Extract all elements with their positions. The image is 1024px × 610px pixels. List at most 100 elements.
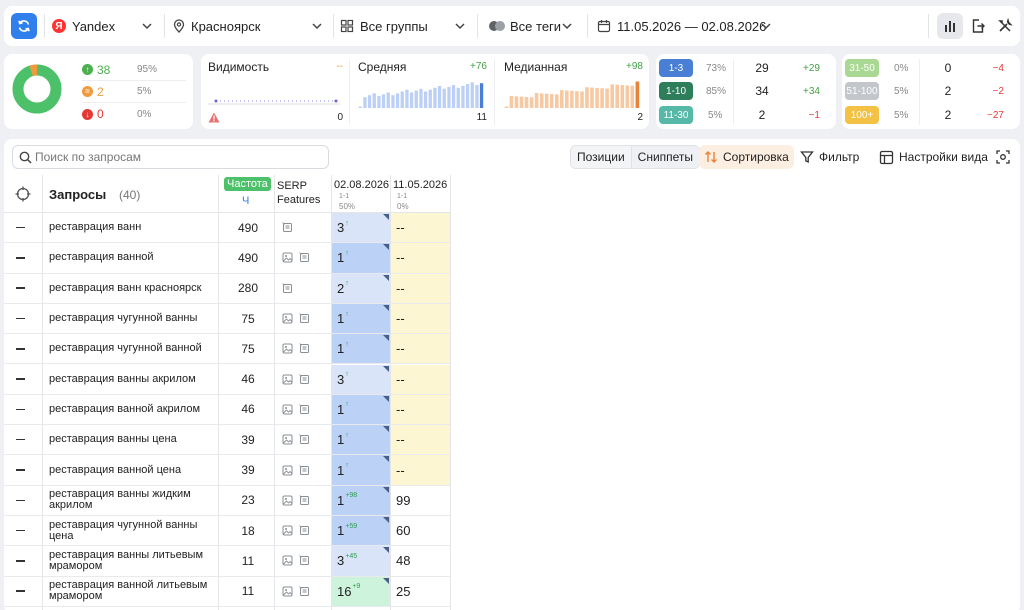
query-text[interactable]: реставрация ванной литьевым мрамором xyxy=(49,579,208,603)
date-header-2[interactable]: 11.05.2026 xyxy=(393,179,448,191)
table-row[interactable]: реставрация ванной цена 39 1 ↑ -- xyxy=(4,455,450,486)
focus-button[interactable] xyxy=(990,145,1020,169)
export-button[interactable] xyxy=(965,13,991,39)
median-position-metric[interactable]: Медианная +98 2 xyxy=(497,54,647,129)
query-text[interactable]: реставрация ванной xyxy=(49,251,154,264)
query-text[interactable]: реставрация ванны жидким акрилом xyxy=(49,488,191,512)
position-previous[interactable]: -- xyxy=(391,394,450,425)
query-text[interactable]: реставрация ванн xyxy=(49,221,142,234)
date-range-select[interactable]: 11.05.2026 — 02.08.2026 xyxy=(597,6,773,46)
query-text[interactable]: реставрация ванны акрилом xyxy=(49,372,196,385)
positions-panel: Поиск по запросам Позиции Сниппеты Сорти… xyxy=(4,139,1020,610)
position-current[interactable]: 3 +45 xyxy=(332,546,390,576)
filter-button[interactable]: Фильтр xyxy=(795,145,864,169)
query-text[interactable]: реставрация ванн красноярск xyxy=(49,281,202,294)
position-previous[interactable]: -- xyxy=(391,455,450,485)
row-toggle-icon[interactable] xyxy=(16,425,28,454)
refresh-button[interactable] xyxy=(11,13,37,39)
engine-select[interactable]: Я Yandex xyxy=(52,6,154,46)
range-row-1-10[interactable]: 1-10 85% 34 +34 xyxy=(656,80,836,102)
table-row[interactable]: реставрация ванны акрилом 46 3 ↑ -- xyxy=(4,364,450,395)
visibility-metric[interactable]: Видимость -- 0 xyxy=(201,54,347,129)
position-previous[interactable]: -- xyxy=(391,243,450,273)
row-toggle-icon[interactable] xyxy=(16,577,28,606)
table-row[interactable]: реставрация ванны цена 39 1 ↑ -- xyxy=(4,425,450,456)
position-previous[interactable]: -- xyxy=(391,303,450,334)
position-previous[interactable]: 25 xyxy=(391,576,450,606)
row-toggle-icon[interactable] xyxy=(16,365,28,394)
position-previous[interactable]: 48 xyxy=(391,546,450,576)
region-select[interactable]: Красноярск xyxy=(172,6,324,46)
position-previous[interactable]: -- xyxy=(391,425,450,455)
query-text[interactable]: реставрация ванны литьевым мрамором xyxy=(49,548,204,572)
chart-view-button[interactable] xyxy=(937,13,963,39)
position-current[interactable]: 1 ↑ xyxy=(332,243,390,273)
sort-button[interactable]: Сортировка xyxy=(699,145,794,169)
position-current[interactable]: 1 ↑ xyxy=(332,394,390,425)
range-row-51-100[interactable]: 51-100 5% 2 −2 xyxy=(842,80,1020,102)
row-toggle-icon[interactable] xyxy=(16,546,28,575)
position-current[interactable]: 1 ↑ xyxy=(332,303,390,334)
position-previous[interactable]: -- xyxy=(391,213,450,243)
row-toggle-icon[interactable] xyxy=(16,304,28,333)
tags-select[interactable]: Все теги xyxy=(488,6,574,46)
row-toggle-icon[interactable] xyxy=(16,516,28,545)
queries-header[interactable]: Запросы xyxy=(49,187,107,202)
average-position-metric[interactable]: Средняя +76 11 xyxy=(351,54,491,129)
position-previous[interactable]: -- xyxy=(391,334,450,364)
row-toggle-icon[interactable] xyxy=(16,395,28,424)
position-current[interactable]: 16 +9 xyxy=(332,576,390,606)
row-toggle-icon[interactable] xyxy=(16,213,28,242)
range-row-31-50[interactable]: 31-50 0% 0 −4 xyxy=(842,57,1020,79)
search-input[interactable]: Поиск по запросам xyxy=(12,145,329,169)
groups-select[interactable]: Все группы xyxy=(340,6,467,46)
range-count: 29 xyxy=(755,61,769,75)
table-row[interactable]: реставрация ванн 490 3 ↑ -- xyxy=(4,213,450,244)
table-row[interactable]: реставрация ванн красноярск 280 2 ↑ -- xyxy=(4,273,450,304)
row-toggle-icon[interactable] xyxy=(16,486,28,515)
query-text[interactable]: реставрация ванной акрилом xyxy=(49,402,201,415)
query-text[interactable]: реставрация чугунной ванны цена xyxy=(49,518,198,542)
table-row[interactable]: реставрация ванны литьевым мрамором 11 3 +4… xyxy=(4,546,450,577)
position-previous[interactable]: -- xyxy=(391,273,450,303)
range-row-100-plus[interactable]: 100+ 5% 2 −27 xyxy=(842,104,1020,126)
position-current[interactable]: 3 ↑ xyxy=(332,364,390,394)
tab-positions[interactable]: Позиции xyxy=(571,146,632,168)
position-previous[interactable]: 60 xyxy=(391,516,450,546)
frequency-badge[interactable]: Частота xyxy=(224,177,271,191)
position-current[interactable]: 2 ↑ xyxy=(332,273,390,303)
position-previous[interactable]: 99 xyxy=(391,485,450,515)
position-current[interactable]: 1 +98 xyxy=(332,485,390,515)
table-row[interactable]: реставрация ванны жидким акрилом 23 1 +98 99 xyxy=(4,485,450,516)
position-current[interactable]: 1 ↑ xyxy=(332,425,390,455)
row-toggle-icon[interactable] xyxy=(16,243,28,272)
table-row[interactable]: реставрация чугунной ванны цена 18 1 +59 60 xyxy=(4,516,450,547)
crosshair-icon[interactable] xyxy=(15,186,31,202)
date-header-1[interactable]: 02.08.2026 xyxy=(334,179,390,191)
table-row[interactable]: реставрация ванной 490 1 ↑ -- xyxy=(4,243,450,274)
table-row[interactable]: реставрация чугунной ванны 75 1 ↑ -- xyxy=(4,303,450,335)
position-previous[interactable]: -- xyxy=(391,364,450,394)
range-row-1-3[interactable]: 1-3 73% 29 +29 xyxy=(656,57,836,79)
position-current[interactable]: 1 ↑ xyxy=(332,455,390,485)
row-toggle-icon[interactable] xyxy=(16,455,28,484)
row-toggle-icon[interactable] xyxy=(16,274,28,303)
position-current[interactable]: 1 +59 xyxy=(332,516,390,546)
row-toggle-icon[interactable] xyxy=(16,334,28,363)
tab-snippets[interactable]: Сниппеты xyxy=(631,146,700,168)
query-text[interactable]: реставрация ванной цена xyxy=(49,463,182,476)
query-text[interactable]: реставрация ванны цена xyxy=(49,433,177,446)
table-row[interactable]: реставрация ванной литьевым мрамором 11 16… xyxy=(4,576,450,607)
tools-button[interactable] xyxy=(992,13,1018,39)
view-settings-button[interactable]: Настройки вида xyxy=(874,145,993,169)
table-row[interactable]: реставрация чугунной ванной 75 1 ↑ -- xyxy=(4,334,450,365)
position-value: 60 xyxy=(396,523,411,539)
table-row[interactable]: реставрация ванной акрилом 46 1 ↑ -- xyxy=(4,394,450,426)
frequency-sub[interactable]: Ч xyxy=(242,195,250,207)
position-current[interactable]: 3 ↑ xyxy=(332,213,390,243)
query-text[interactable]: реставрация чугунной ванной xyxy=(49,342,202,355)
serp-image-icon xyxy=(282,586,293,597)
range-row-11-30[interactable]: 11-30 5% 2 −1 xyxy=(656,104,836,126)
position-current[interactable]: 1 ↑ xyxy=(332,334,390,364)
query-text[interactable]: реставрация чугунной ванны xyxy=(49,312,198,325)
